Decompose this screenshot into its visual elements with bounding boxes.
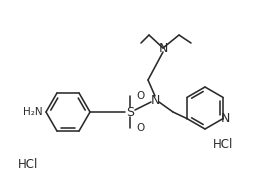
- Text: N: N: [158, 41, 168, 54]
- Text: HCl: HCl: [213, 138, 233, 151]
- Text: N: N: [221, 112, 230, 125]
- Text: HCl: HCl: [18, 159, 38, 172]
- Text: H₂N: H₂N: [23, 107, 43, 117]
- Text: O: O: [136, 123, 144, 133]
- Text: O: O: [136, 91, 144, 101]
- Text: S: S: [126, 106, 134, 119]
- Text: N: N: [150, 94, 160, 106]
